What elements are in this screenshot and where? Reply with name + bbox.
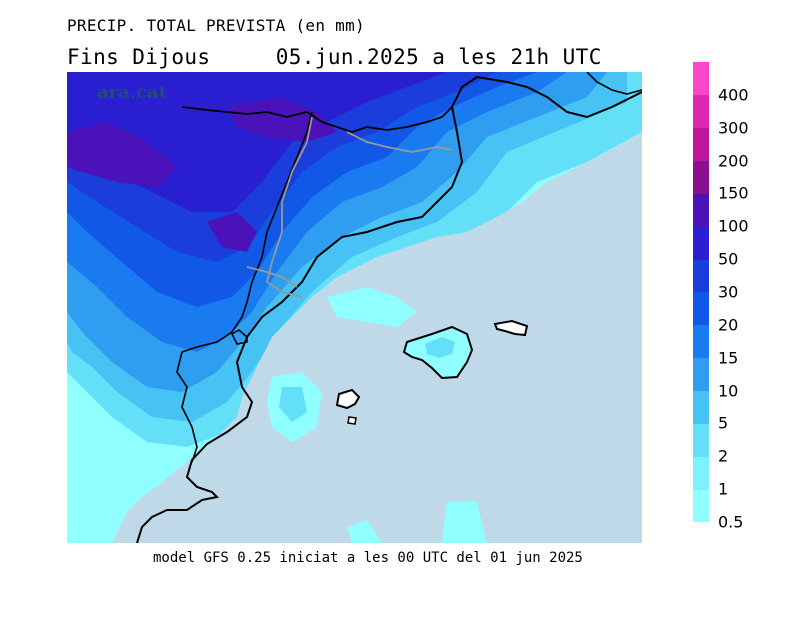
legend-label: 2 [718,446,729,466]
legend-label: 400 [718,85,749,105]
national-border [181,106,453,133]
legend-label: 150 [718,183,749,203]
legend-label: 1 [718,479,729,499]
map-subtitle: Fins Dijous 05.jun.2025 a les 21h UTC [67,45,602,69]
legend-swatch [693,456,709,490]
island-menorca [493,319,529,337]
precip-zone-100-c [207,212,257,252]
province-border-3 [246,266,298,288]
model-info: model GFS 0.25 iniciat a les 00 UTC del … [153,550,583,566]
legend-label: 0.5 [718,512,744,532]
legend-label: 10 [718,381,739,401]
delta-coast [231,329,248,345]
ne-border [586,72,642,95]
legend-swatch [693,226,709,260]
island-formentera [347,416,357,425]
coastline [136,75,642,543]
legend-swatch [693,390,709,424]
province-border-2 [346,131,453,153]
legend-swatch [693,127,709,162]
mallorca-rain [425,337,455,358]
sea-rain-patch-4 [442,502,487,543]
legend-label: 100 [718,216,749,236]
legend-label: 200 [718,151,749,171]
legend-label: 20 [718,315,739,335]
map-title: PRECIP. TOTAL PREVISTA (en mm) [67,16,365,35]
legend-swatch [693,259,709,293]
sea-rain-patch-5 [347,520,382,543]
legend-label: 300 [718,118,749,138]
legend-label: 50 [718,249,739,269]
legend-label: 30 [718,282,739,302]
sea [112,132,642,543]
legend-swatch [693,193,709,227]
legend-label: 15 [718,348,739,368]
legend-swatch [693,62,709,96]
province-border [265,116,313,298]
legend-swatch [693,292,709,326]
legend-swatch [693,94,709,129]
legend-swatch [693,489,709,523]
regional-border [176,111,313,463]
map-canvas: ara.cat [67,72,642,543]
legend-swatch [693,160,709,194]
legend-label: 5 [718,413,729,433]
color-legend: 0.5 1 2 5 10 15 20 30 50 100 150 200 300 400 [693,62,749,532]
legend-swatch [693,324,709,359]
watermark: ara.cat [97,82,168,103]
precip-zone-100 [67,122,177,187]
legend-swatch [693,423,709,457]
island-eivissa [335,388,361,410]
legend-swatch [693,357,709,392]
sea-rain-patch-3 [279,387,307,422]
sea-rain-patch [327,287,417,327]
precipitation-map: ara.cat [67,72,642,543]
